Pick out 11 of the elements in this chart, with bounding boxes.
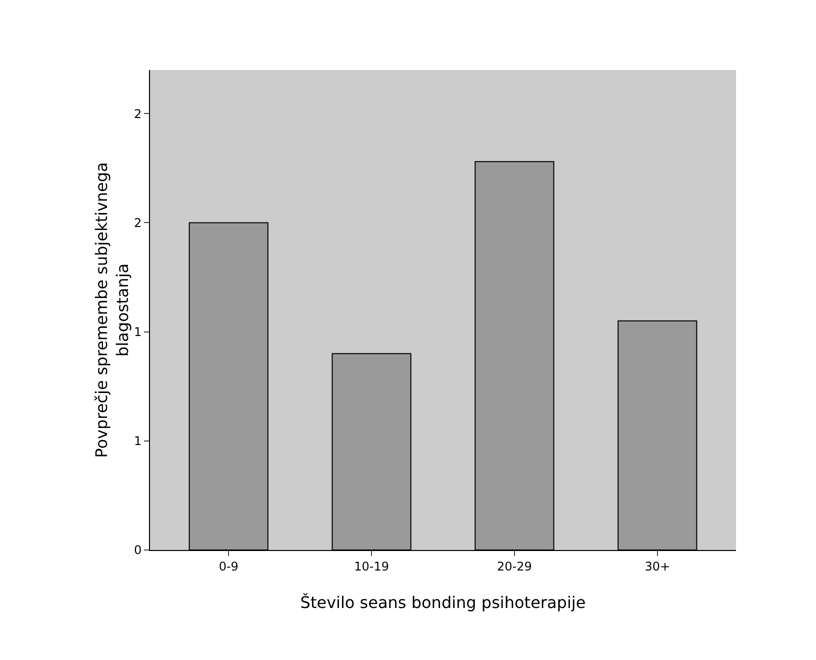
x-tick-label: 30+: [644, 559, 670, 574]
x-tick-label: 20-29: [497, 559, 532, 574]
y-tick-label: 0: [134, 543, 142, 558]
x-axis-title: Število seans bonding psihoterapije: [300, 593, 586, 612]
x-tick-label: 0-9: [218, 559, 238, 574]
y-tick-label: 1: [134, 434, 142, 448]
y-tick-label: 2: [134, 216, 142, 230]
y-axis-title: Povprečje spremembe subjektivnega blagostanja: [92, 162, 132, 458]
x-tick-label: 10-19: [354, 559, 389, 574]
y-tick-label: 2: [134, 106, 142, 121]
y-tick-label: 1: [134, 325, 142, 340]
